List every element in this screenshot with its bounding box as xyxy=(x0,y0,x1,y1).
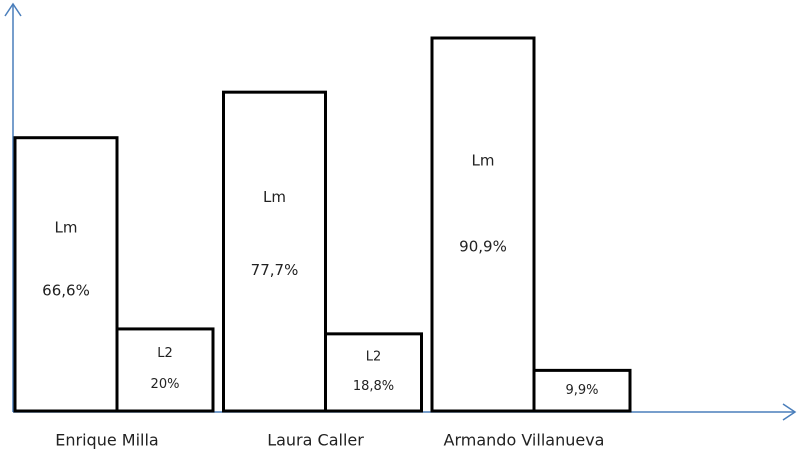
bar xyxy=(430,36,536,413)
x-tick-label: Laura Caller xyxy=(267,431,364,450)
bar-series-label: Lm xyxy=(472,152,495,170)
bar-series-label: L2 xyxy=(157,346,173,361)
y-axis-arrow xyxy=(4,2,22,17)
bar-value-label: 66,6% xyxy=(42,281,90,299)
bar xyxy=(115,327,215,413)
bar-series-label: Lm xyxy=(55,218,78,236)
x-tick-label: Armando Villanueva xyxy=(444,431,605,450)
bar-series-label: L2 xyxy=(366,349,382,364)
bar xyxy=(324,332,423,413)
x-tick-label: Enrique Milla xyxy=(55,431,158,450)
bar-value-label: 9,9% xyxy=(565,383,598,398)
bar xyxy=(222,90,327,413)
bar-value-label: 18,8% xyxy=(353,379,394,394)
bar xyxy=(13,136,119,413)
bar-value-label: 77,7% xyxy=(251,261,299,279)
bar-value-label: 20% xyxy=(151,377,180,392)
bar-series-label: Lm xyxy=(263,188,286,206)
bar-value-label: 90,9% xyxy=(459,237,507,255)
x-axis-arrow xyxy=(782,403,797,421)
bar xyxy=(532,368,632,413)
